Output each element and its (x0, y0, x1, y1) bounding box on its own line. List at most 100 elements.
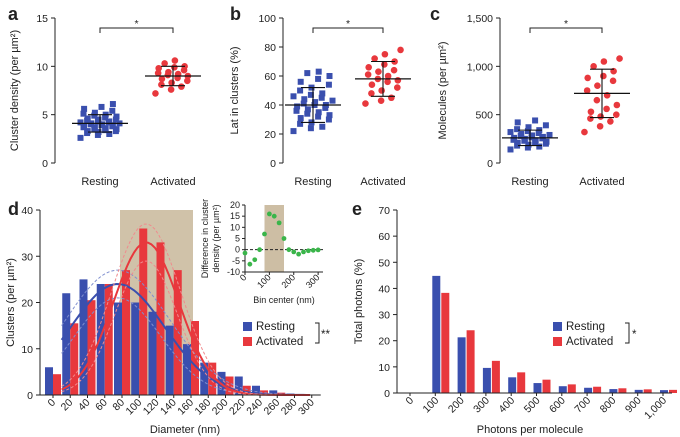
y-tick-label: 15 (36, 13, 48, 25)
data-point (77, 134, 84, 141)
data-point (394, 84, 401, 91)
data-point (312, 99, 319, 106)
bar-activated (517, 372, 526, 393)
data-point (525, 124, 532, 131)
data-point (81, 123, 88, 130)
significance-bracket (529, 27, 603, 33)
bar-resting (96, 284, 105, 395)
legend-swatch (243, 337, 252, 346)
bar-activated (225, 376, 234, 395)
inset-data-point (257, 247, 263, 253)
data-point (113, 126, 120, 133)
x-tick-label: 60 (93, 397, 110, 414)
y-tick-label: 100 (258, 13, 276, 25)
bar-activated (466, 330, 475, 393)
x-tick-label: 200 (210, 397, 231, 418)
x-tick-label: 280 (279, 397, 300, 418)
inset-data-point (301, 249, 306, 255)
data-point (318, 94, 325, 101)
data-point (514, 119, 521, 126)
data-point (154, 69, 162, 77)
data-point (593, 96, 601, 104)
x-category-label: Activated (579, 176, 624, 188)
data-point (315, 113, 322, 120)
y-tick-label: 0 (42, 158, 48, 170)
significance-label: ** (321, 329, 330, 341)
data-point (161, 60, 168, 67)
y-tick-label: 10 (36, 61, 48, 73)
data-point (590, 63, 597, 70)
data-point (301, 96, 308, 103)
inset-data-point (252, 257, 258, 263)
data-point (91, 109, 98, 116)
inset-data-point (286, 247, 292, 253)
inset-y-tick-label: 20 (230, 200, 240, 210)
data-point (390, 66, 398, 74)
x-category-label: Resting (511, 176, 548, 188)
panel-b: b 0 20 40 60 80 100 Lat in clusters (%) Resting A… (229, 4, 411, 188)
data-point (99, 121, 106, 128)
bar-resting (79, 279, 88, 395)
x-tick-label: 240 (244, 397, 265, 418)
data-point (597, 113, 604, 120)
inset-data-point (315, 247, 321, 253)
bar-resting (533, 383, 542, 393)
data-point (594, 82, 601, 89)
data-point (368, 90, 375, 97)
data-point (158, 75, 166, 83)
bar-resting (114, 302, 122, 395)
y-tick-label: 40 (21, 205, 33, 217)
data-point (583, 87, 591, 94)
inset-data-point (247, 261, 253, 267)
data-point (364, 71, 372, 78)
inset-y-tick-label: -5 (232, 256, 240, 266)
data-point (304, 110, 311, 117)
data-point (80, 110, 87, 117)
inset-x-axis-label: Bin center (nm) (253, 295, 315, 305)
x-tick-label: 0 (46, 397, 59, 410)
x-category-label: Resting (294, 176, 331, 188)
data-point (326, 73, 333, 79)
legend-label: Activated (256, 336, 303, 348)
x-tick-label: 600 (547, 395, 568, 416)
bar-resting (252, 385, 260, 395)
inset-y-tick-label: 0 (235, 245, 240, 255)
data-point (397, 46, 404, 54)
legend-swatch (553, 337, 562, 346)
y-tick-label: 1,500 (467, 13, 493, 25)
panel-letter-c: c (430, 4, 440, 24)
ci-curve-resting (61, 269, 311, 396)
inset-data-point (296, 251, 302, 257)
inset-data-point (271, 213, 277, 219)
data-point (394, 77, 402, 84)
data-point (365, 64, 372, 71)
significance-label: * (632, 329, 637, 341)
panel-letter-e: e (352, 199, 362, 219)
y-tick-label: 0 (27, 390, 33, 402)
significance-label: * (564, 18, 568, 30)
data-point (521, 135, 528, 142)
bar-resting (609, 389, 618, 393)
data-point (377, 97, 385, 104)
bar-activated (122, 270, 130, 395)
bar-activated (567, 384, 576, 393)
data-point (507, 129, 514, 136)
data-point (297, 120, 304, 127)
y-axis-label: Cluster density (per µm²) (9, 30, 21, 151)
inset-y-tick-label: -10 (227, 267, 240, 277)
y-tick-label: 60 (264, 71, 276, 83)
data-point (158, 81, 165, 88)
bar-activated (53, 374, 61, 395)
data-point (91, 124, 98, 131)
y-tick-label: 30 (21, 251, 33, 263)
y-axis-label: Total photons (%) (353, 259, 365, 345)
y-tick-label: 30 (378, 310, 390, 322)
inset-y-tick-label: 5 (235, 234, 240, 244)
bar-activated (618, 388, 627, 393)
bar-resting (148, 311, 157, 395)
data-point (297, 115, 304, 122)
inset-data-point (262, 231, 267, 237)
inset-data-point (242, 250, 248, 256)
bar-activated (70, 323, 79, 395)
data-point (315, 75, 322, 82)
